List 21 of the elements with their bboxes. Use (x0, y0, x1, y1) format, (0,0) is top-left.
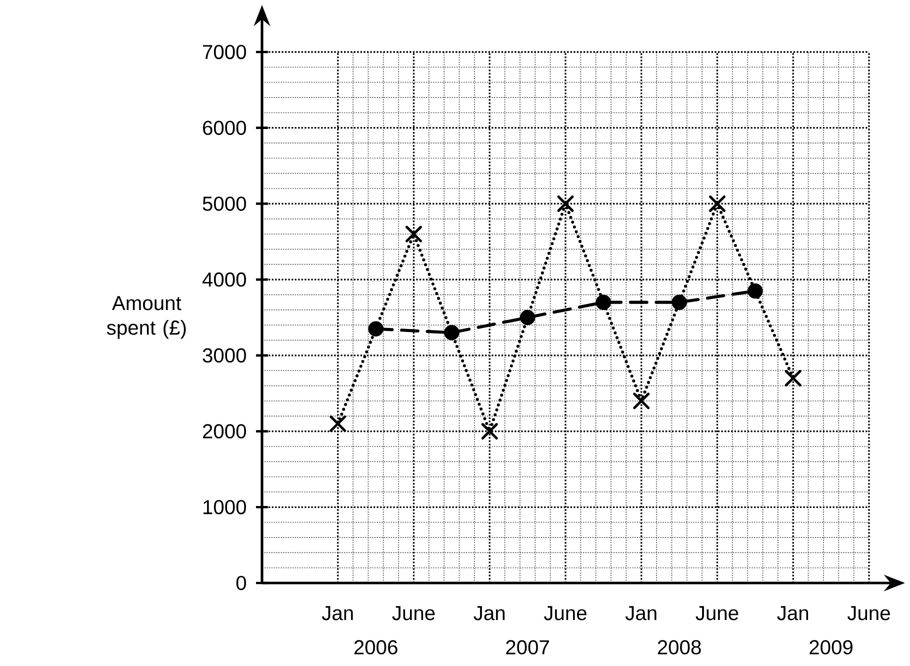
y-axis-title: Amount spent (£) (106, 296, 186, 339)
text: 2006 (354, 640, 398, 654)
y-tick-label: 2000 (203, 424, 246, 438)
x-tick-label: Jan (474, 606, 505, 620)
x-tick-label: Jan (322, 606, 353, 620)
x-tick-label: June (544, 606, 586, 620)
text: 2007 (506, 640, 549, 654)
x-tick-label: June (847, 606, 890, 620)
y-tick-label: 0 (236, 576, 246, 590)
y-tick-label: 4000 (202, 272, 246, 287)
x-tick-label: June (392, 606, 435, 620)
x-tick-label: Jan (777, 606, 808, 620)
y-tick-label: 6000 (203, 120, 246, 135)
y-tick-label: 1000 (204, 500, 246, 514)
y-tick-label: 7000 (203, 44, 246, 60)
y-tick-label: 3000 (202, 348, 246, 363)
text: 2008 (658, 640, 701, 654)
x-tick-label: June (696, 606, 738, 620)
text: 2009 (810, 640, 853, 654)
x-tick-label: Jan (625, 606, 656, 620)
y-tick-label: 5000 (202, 196, 246, 211)
